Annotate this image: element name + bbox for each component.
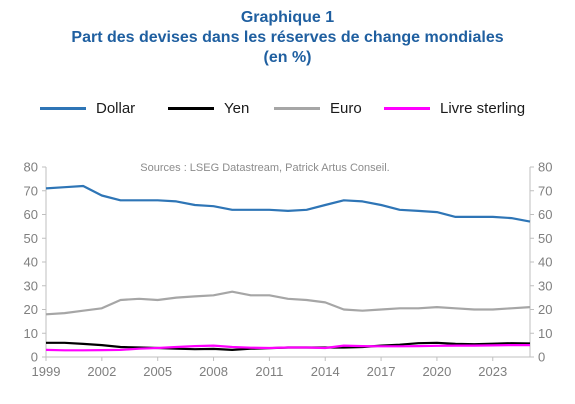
x-tick-label: 2014	[311, 364, 340, 379]
legend-label-livre-sterling: Livre sterling	[440, 99, 526, 117]
legend-swatch-livre-sterling	[384, 106, 430, 110]
legend: Dollar Yen Euro Livre sterling	[0, 96, 575, 120]
series-line-euro	[45, 290, 531, 316]
legend-item-euro: Euro	[274, 96, 362, 120]
y-tick-label-right: 30	[538, 278, 552, 293]
legend-item-livre-sterling: Livre sterling	[384, 96, 525, 120]
source-note: Sources : LSEG Datastream, Patrick Artus…	[140, 162, 389, 174]
y-tick-label-left: 0	[31, 350, 38, 365]
chart-title: Part des devises dans les réserves de ch…	[71, 29, 504, 46]
x-tick-label: 2005	[143, 364, 172, 379]
y-tick-label-right: 40	[538, 255, 552, 270]
y-tick-label-right: 50	[538, 231, 552, 246]
legend-item-yen: Yen	[168, 96, 249, 120]
y-tick-label-right: 80	[538, 160, 552, 175]
legend-item-dollar: Dollar	[40, 96, 135, 120]
y-tick-label-left: 80	[24, 160, 38, 175]
y-tick-label-left: 50	[24, 231, 38, 246]
legend-label-dollar: Dollar	[96, 99, 136, 117]
chart-unit: (en %)	[263, 49, 312, 66]
legend-label-yen: Yen	[224, 99, 250, 117]
x-tick-label: 1999	[32, 364, 61, 379]
legend-swatch-euro	[274, 106, 320, 110]
x-tick-label: 2002	[87, 364, 116, 379]
y-tick-label-left: 60	[24, 207, 38, 222]
y-tick-label-right: 60	[538, 207, 552, 222]
line-chart: Sources : LSEG Datastream, Patrick Artus…	[24, 160, 553, 380]
y-tick-label-right: 0	[538, 350, 545, 365]
series-line-dollar	[45, 184, 531, 223]
y-tick-label-left: 40	[24, 255, 38, 270]
y-tick-label-right: 70	[538, 183, 552, 198]
chart-title-block: Graphique 1 Part des devises dans les ré…	[0, 8, 575, 68]
y-tick-label-right: 10	[538, 326, 552, 341]
legend-swatch-yen	[168, 106, 214, 110]
y-tick-label-left: 30	[24, 278, 38, 293]
legend-label-euro: Euro	[330, 99, 362, 117]
x-tick-label: 2011	[255, 364, 283, 379]
x-tick-label: 2008	[199, 364, 228, 379]
x-tick-label: 2017	[367, 364, 396, 379]
legend-swatch-dollar	[40, 106, 86, 110]
chart-number: Graphique 1	[240, 9, 335, 26]
y-tick-label-left: 10	[24, 326, 38, 341]
x-tick-label: 2023	[478, 364, 507, 379]
x-tick-label: 2020	[422, 364, 451, 379]
y-tick-label-left: 70	[24, 183, 38, 198]
series-line-livre-sterling	[45, 344, 530, 352]
y-tick-label-left: 20	[24, 302, 38, 317]
y-tick-label-right: 20	[538, 302, 552, 317]
